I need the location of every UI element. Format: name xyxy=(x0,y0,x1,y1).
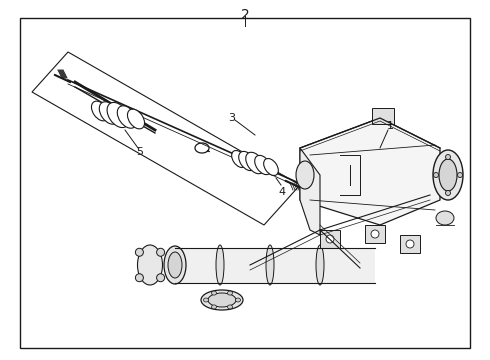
Ellipse shape xyxy=(127,109,145,129)
Ellipse shape xyxy=(255,156,271,175)
Text: 1: 1 xyxy=(387,121,393,131)
Ellipse shape xyxy=(135,274,144,282)
Ellipse shape xyxy=(445,154,450,159)
Ellipse shape xyxy=(371,230,379,238)
Ellipse shape xyxy=(99,102,119,124)
Ellipse shape xyxy=(316,245,324,285)
Text: 5: 5 xyxy=(137,147,144,157)
Text: 3: 3 xyxy=(228,113,236,123)
Ellipse shape xyxy=(168,252,182,278)
Ellipse shape xyxy=(203,298,209,302)
Text: 4: 4 xyxy=(278,187,286,197)
Ellipse shape xyxy=(212,291,217,295)
Ellipse shape xyxy=(445,190,450,195)
Ellipse shape xyxy=(157,274,165,282)
Ellipse shape xyxy=(236,298,241,302)
Ellipse shape xyxy=(107,103,129,127)
Ellipse shape xyxy=(434,172,439,177)
Ellipse shape xyxy=(406,240,414,248)
Text: 2: 2 xyxy=(241,8,249,22)
Ellipse shape xyxy=(135,248,144,256)
Ellipse shape xyxy=(264,158,278,176)
Ellipse shape xyxy=(239,152,255,171)
Ellipse shape xyxy=(246,152,264,174)
Ellipse shape xyxy=(216,245,224,285)
Polygon shape xyxy=(300,118,440,225)
Bar xyxy=(372,108,394,124)
Bar xyxy=(400,235,420,253)
Ellipse shape xyxy=(164,246,186,284)
Ellipse shape xyxy=(433,150,463,200)
Ellipse shape xyxy=(232,150,246,167)
Polygon shape xyxy=(300,148,320,235)
Ellipse shape xyxy=(138,245,163,285)
Ellipse shape xyxy=(227,291,232,295)
Bar xyxy=(175,248,375,283)
Ellipse shape xyxy=(458,172,463,177)
Ellipse shape xyxy=(157,248,165,256)
Ellipse shape xyxy=(266,245,274,285)
Ellipse shape xyxy=(296,161,314,189)
Ellipse shape xyxy=(212,305,217,309)
Ellipse shape xyxy=(117,106,137,128)
Bar xyxy=(320,230,340,248)
Ellipse shape xyxy=(201,290,243,310)
Ellipse shape xyxy=(439,159,457,191)
Bar xyxy=(365,225,385,243)
Ellipse shape xyxy=(208,293,236,307)
Ellipse shape xyxy=(227,305,232,309)
Ellipse shape xyxy=(436,211,454,225)
Ellipse shape xyxy=(326,235,334,243)
Ellipse shape xyxy=(92,101,108,121)
